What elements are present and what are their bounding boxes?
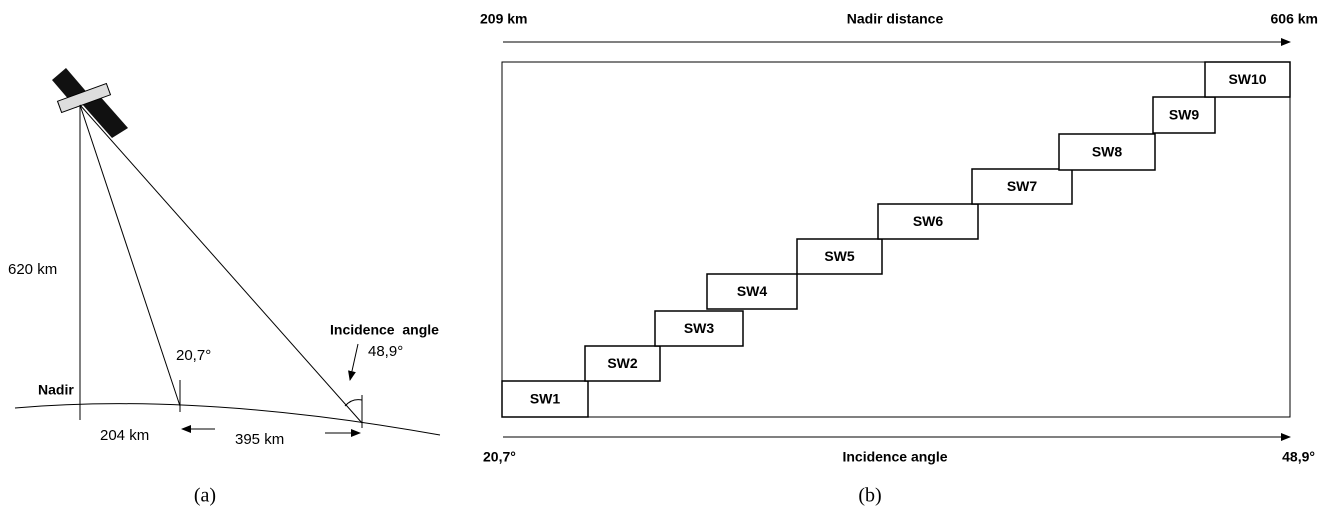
near-ray xyxy=(79,104,181,407)
incidence-label: Incidence angle xyxy=(330,322,439,338)
earth-surface xyxy=(14,403,441,436)
swath-box xyxy=(1204,61,1291,98)
incidence-arrow xyxy=(348,343,359,381)
swath-label: SW9 xyxy=(1169,107,1200,123)
swath-label: SW2 xyxy=(607,355,638,371)
swath-label: SW8 xyxy=(1092,144,1123,160)
height-label: 620 km xyxy=(8,261,57,278)
satellite xyxy=(52,68,128,138)
swath-box xyxy=(971,168,1073,205)
top-title: Nadir distance xyxy=(847,11,944,27)
swath-box xyxy=(654,310,744,347)
swath-box xyxy=(706,273,798,310)
caption-b: (b) xyxy=(858,485,881,507)
angle-arc xyxy=(344,399,363,407)
bottom-left-label: 20,7° xyxy=(483,449,516,465)
swath-label: SW6 xyxy=(913,213,944,229)
swath-label: SW1 xyxy=(530,391,561,407)
swath-label: SW3 xyxy=(684,320,715,336)
swath-box xyxy=(796,238,883,275)
swath-box xyxy=(1152,96,1216,134)
nadir-label: Nadir xyxy=(38,382,74,398)
swath-label: SW5 xyxy=(824,248,855,264)
swath-label: SW7 xyxy=(1007,178,1038,194)
swaths: SW1 SW2 SW3 SW4 SW5 SW6 SW7 SW8 SW9 SW10 xyxy=(501,61,1291,418)
far-angle: 48,9° xyxy=(368,343,403,360)
top-right-label: 606 km xyxy=(1271,11,1318,27)
swath-label: SW10 xyxy=(1228,71,1266,87)
swath-box xyxy=(877,203,979,240)
swath-label: SW4 xyxy=(737,283,768,299)
near-angle: 20,7° xyxy=(176,347,211,364)
near-distance: 204 km xyxy=(100,427,149,444)
bottom-title: Incidence angle xyxy=(842,449,947,465)
span-distance: 395 km xyxy=(235,431,284,448)
top-left-label: 209 km xyxy=(480,11,527,27)
far-ray xyxy=(79,104,363,424)
swath-box xyxy=(1058,133,1156,171)
frame xyxy=(501,61,1291,418)
caption-a: (a) xyxy=(194,485,216,507)
bottom-right-label: 48,9° xyxy=(1282,449,1315,465)
swath-box xyxy=(584,345,661,382)
swath-box xyxy=(501,380,589,418)
